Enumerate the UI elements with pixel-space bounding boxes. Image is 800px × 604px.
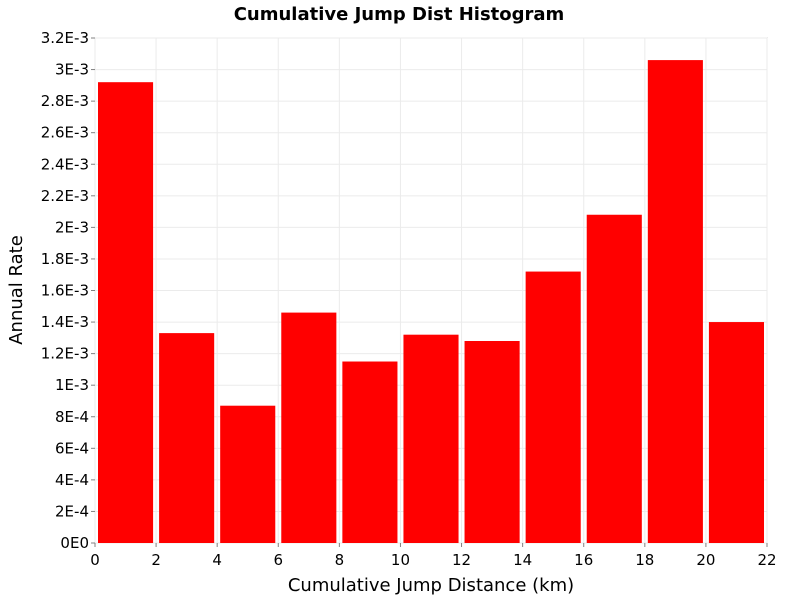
bars-layer [98,60,764,543]
x-tick-label: 0 [90,551,100,569]
y-tick-label: 3.2E-3 [41,29,89,47]
y-axis-label: Annual Rate [6,235,27,345]
y-tick-label: 6E-4 [55,439,89,457]
x-tick-label: 12 [452,551,471,569]
histogram-bar [98,82,154,543]
y-tick-label: 2E-4 [55,502,89,520]
histogram-bar [220,405,276,543]
y-tick-label: 2.4E-3 [41,155,89,173]
chart-title: Cumulative Jump Dist Histogram [234,4,565,25]
x-axis-ticks: 0 2 4 6 8 10 12 14 16 18 20 22 [90,543,777,569]
y-tick-label: 1.8E-3 [41,250,89,268]
y-tick-label: 3E-3 [55,61,89,79]
y-tick-label: 2.2E-3 [41,187,89,205]
histogram-bar [708,322,764,543]
y-axis-ticks: 0E0 2E-4 4E-4 6E-4 8E-4 1E-3 1.2E-3 1.4E-3 1.6E-… [41,29,95,552]
x-tick-label: 20 [696,551,715,569]
histogram-bar [159,333,215,543]
histogram-bar [281,312,337,543]
y-tick-label: 1.6E-3 [41,282,89,300]
histogram-bar [586,214,642,543]
histogram-bar [647,60,703,543]
histogram-bar [525,271,581,543]
x-tick-label: 4 [212,551,222,569]
y-tick-label: 0E0 [60,534,89,552]
histogram-bar [342,361,398,543]
x-tick-label: 8 [335,551,345,569]
x-tick-label: 14 [513,551,532,569]
histogram-bar [403,334,459,543]
y-tick-label: 1.2E-3 [41,345,89,363]
y-tick-label: 2.6E-3 [41,124,89,142]
x-tick-label: 16 [574,551,593,569]
y-tick-label: 4E-4 [55,471,89,489]
y-tick-label: 2.8E-3 [41,92,89,110]
histogram-bar [464,341,520,543]
x-tick-label: 2 [151,551,161,569]
y-tick-label: 1E-3 [55,376,89,394]
x-tick-label: 18 [635,551,654,569]
y-tick-label: 1.4E-3 [41,313,89,331]
x-tick-label: 22 [757,551,776,569]
x-axis-label: Cumulative Jump Distance (km) [288,575,574,596]
y-tick-label: 8E-4 [55,408,89,426]
x-tick-label: 6 [273,551,283,569]
x-tick-label: 10 [391,551,410,569]
y-tick-label: 2E-3 [55,218,89,236]
